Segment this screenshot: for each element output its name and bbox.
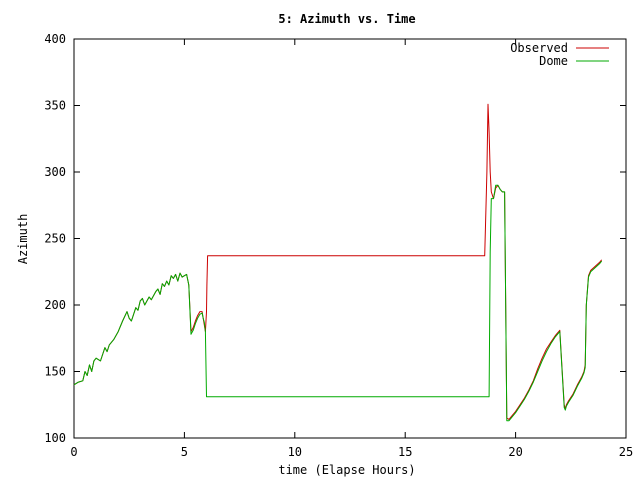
plot-frame: [73, 38, 627, 439]
x-axis-label: time (Elapse Hours): [278, 463, 415, 477]
x-tick-label: 10: [288, 445, 302, 459]
series-line-observed: [73, 103, 603, 420]
y-tick-label: 350: [44, 99, 66, 113]
y-tick-label: 150: [44, 365, 66, 379]
y-tick-label: 250: [44, 232, 66, 246]
y-axis: 100 150 200 250 300 350 400: [44, 32, 626, 445]
legend-label-observed: Observed: [510, 41, 568, 55]
y-tick-label: 200: [44, 298, 66, 312]
y-tick-label: 400: [44, 32, 66, 46]
y-tick-label: 100: [44, 431, 66, 445]
x-tick-label: 15: [398, 445, 412, 459]
x-tick-label: 5: [181, 445, 188, 459]
series-line-dome: [73, 184, 603, 422]
chart-title: 5: Azimuth vs. Time: [278, 12, 415, 26]
x-axis: 0 5 10 15 20 25: [70, 39, 633, 459]
x-tick-label: 0: [70, 445, 77, 459]
y-axis-label: Azimuth: [16, 214, 30, 265]
legend: Observed Dome: [510, 41, 609, 68]
legend-label-dome: Dome: [539, 54, 568, 68]
y-tick-label: 300: [44, 165, 66, 179]
x-tick-label: 25: [619, 445, 633, 459]
x-tick-label: 20: [508, 445, 522, 459]
series-layer: [73, 103, 603, 422]
